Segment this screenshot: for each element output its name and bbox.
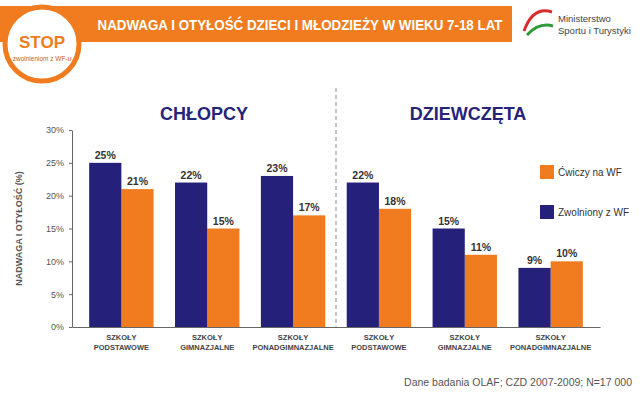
data-label: 23% (266, 162, 288, 174)
tick-label-line: PONADGIMNAZJALNE (252, 343, 333, 352)
legend-label: Ćwiczy na WF (558, 166, 622, 178)
tick-mark (69, 327, 72, 328)
tick-label-line: SZKOŁY (192, 333, 222, 342)
logo-text: zwolnieniom z WF-u (13, 55, 72, 62)
legend-swatch (540, 205, 554, 219)
data-label: 15% (213, 215, 235, 227)
tick-label-line: SZKOŁY (450, 333, 480, 342)
tick-label: SZKOŁYGIMNAZJALNE (438, 333, 492, 352)
bar (89, 163, 121, 327)
x-tick: SZKOŁYGIMNAZJALNE (180, 333, 234, 352)
ministry-emblem (527, 25, 553, 35)
tick-label: SZKOŁYPODSTAWOWE (94, 333, 149, 352)
x-tick: SZKOŁYGIMNAZJALNE (438, 333, 492, 352)
y-tick: 15% (46, 224, 72, 234)
y-axis: 0% 5% 10% 15% 20% 25% 30% (46, 125, 73, 332)
tick-label-line: PODSTAWOWE (94, 343, 149, 352)
data-labels: 21% 15% 17% 18% 11% 10% 25% 22% 23% 22% 15% 9% (95, 149, 578, 266)
logo-badge (5, 7, 79, 81)
axis-line (73, 327, 601, 328)
data-label: 21% (127, 175, 149, 187)
tick-label-line: SZKOŁY (364, 333, 394, 342)
logo-word: STOP (19, 33, 65, 52)
tick-mark (69, 163, 72, 164)
tick-label: 10% (46, 257, 64, 267)
tick-label-line: PONADGIMNAZJALNE (510, 343, 591, 352)
bar (293, 215, 325, 327)
tick-label: SZKOŁYPONADGIMNAZJALNE (252, 333, 333, 352)
bar (433, 229, 465, 328)
title: NADWAGA I OTYŁOŚĆ DZIECI I MŁODZIEŻY W W… (98, 16, 503, 33)
legend-label: Zwolniony z WF (558, 207, 629, 218)
tick-mark (69, 261, 72, 262)
tick-label: 5% (51, 290, 64, 300)
tick-mark (69, 196, 72, 197)
tick-label: SZKOŁYPONADGIMNAZJALNE (510, 333, 591, 352)
tick-label-line: SZKOŁY (106, 333, 136, 342)
bar (551, 261, 583, 327)
group-title: CHŁOPCY (160, 104, 248, 124)
bar (465, 255, 497, 327)
x-axis: SZKOŁYPODSTAWOWESZKOŁYGIMNAZJALNESZKOŁYP… (73, 328, 601, 353)
source: Dane badania OLAF; CZD 2007-2009; N=17 0… (404, 376, 632, 388)
legend: Ćwiczy na WF Zwolniony z WF (540, 165, 629, 219)
data-label: 9% (527, 254, 543, 266)
legend-swatch (540, 165, 554, 179)
group-title: DZIEWCZĘTA (410, 104, 527, 124)
data-label: 10% (556, 247, 578, 259)
bar (379, 209, 411, 327)
bar (175, 183, 207, 327)
y-tick: 5% (51, 290, 72, 300)
tick-label-line: PODSTAWOWE (351, 343, 406, 352)
tick-label-line: SZKOŁY (278, 333, 308, 342)
data-label: 22% (181, 169, 203, 181)
tick-label: 15% (46, 224, 64, 234)
data-label: 15% (438, 215, 460, 227)
x-tick: SZKOŁYPODSTAWOWE (351, 333, 406, 352)
bar (261, 176, 293, 327)
x-tick: SZKOŁYPONADGIMNAZJALNE (510, 333, 591, 352)
bars (89, 163, 583, 327)
data-label: 22% (352, 169, 374, 181)
organization: Sportu i Turystyki (558, 25, 631, 36)
y-tick: 20% (46, 191, 72, 201)
tick-mark (69, 130, 72, 131)
data-label: 11% (471, 241, 492, 253)
axis-title: NADWAGA I OTYŁOŚĆ (%) (13, 171, 24, 286)
bar (207, 229, 239, 328)
tick-label: SZKOŁYGIMNAZJALNE (180, 333, 234, 352)
tick-label: 30% (46, 125, 64, 135)
bar (347, 183, 379, 327)
y-tick: 10% (46, 257, 72, 267)
y-tick: 0% (51, 322, 72, 332)
tick-label-line: SZKOŁY (535, 333, 565, 342)
chart: NADWAGA I OTYŁOŚĆ DZIECI I MŁODZIEŻY W W… (0, 0, 640, 394)
bar (518, 268, 550, 327)
tick-label: 20% (46, 191, 64, 201)
data-label: 18% (385, 195, 407, 207)
tick-mark (69, 294, 72, 295)
organization: Ministerstwo (558, 13, 611, 24)
axis-line (72, 131, 73, 328)
tick-label-line: GIMNAZJALNE (438, 343, 492, 352)
tick-mark (69, 229, 72, 230)
data-label: 25% (95, 149, 117, 161)
x-tick: SZKOŁYPONADGIMNAZJALNE (252, 333, 333, 352)
tick-label: SZKOŁYPODSTAWOWE (351, 333, 406, 352)
y-tick: 25% (46, 158, 72, 168)
tick-label: 25% (46, 158, 64, 168)
group-divider (336, 88, 337, 327)
bar (121, 189, 153, 327)
data-label: 17% (299, 201, 321, 213)
x-tick: SZKOŁYPODSTAWOWE (94, 333, 149, 352)
tick-label-line: GIMNAZJALNE (180, 343, 234, 352)
y-tick: 30% (46, 125, 72, 135)
tick-label: 0% (51, 322, 64, 332)
